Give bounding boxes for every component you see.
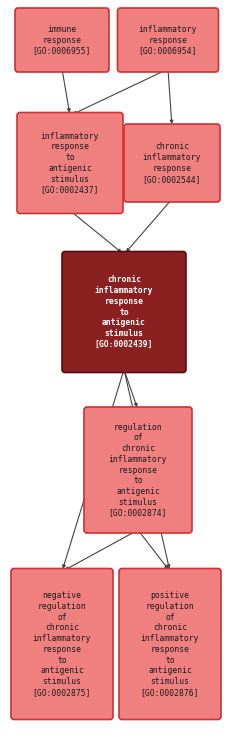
Text: immune
response
[GO:0006955]: immune response [GO:0006955]	[33, 25, 91, 55]
Text: negative
regulation
of
chronic
inflammatory
response
to
antigenic
stimulus
[GO:0: negative regulation of chronic inflammat…	[33, 591, 91, 697]
FancyBboxPatch shape	[123, 124, 219, 202]
FancyBboxPatch shape	[17, 113, 122, 214]
Text: chronic
inflammatory
response
[GO:0002544]: chronic inflammatory response [GO:000254…	[142, 142, 200, 184]
Text: regulation
of
chronic
inflammatory
response
to
antigenic
stimulus
[GO:0002874]: regulation of chronic inflammatory respo…	[108, 422, 167, 517]
Text: inflammatory
response
to
antigenic
stimulus
[GO:0002437]: inflammatory response to antigenic stimu…	[41, 132, 99, 195]
FancyBboxPatch shape	[117, 8, 217, 72]
FancyBboxPatch shape	[11, 568, 113, 719]
FancyBboxPatch shape	[84, 407, 191, 533]
Text: positive
regulation
of
chronic
inflammatory
response
to
antigenic
stimulus
[GO:0: positive regulation of chronic inflammat…	[140, 591, 198, 697]
FancyBboxPatch shape	[62, 251, 185, 372]
FancyBboxPatch shape	[118, 568, 220, 719]
Text: chronic
inflammatory
response
to
antigenic
stimulus
[GO:0002439]: chronic inflammatory response to antigen…	[94, 275, 153, 349]
Text: inflammatory
response
[GO:0006954]: inflammatory response [GO:0006954]	[138, 25, 196, 55]
FancyBboxPatch shape	[15, 8, 109, 72]
